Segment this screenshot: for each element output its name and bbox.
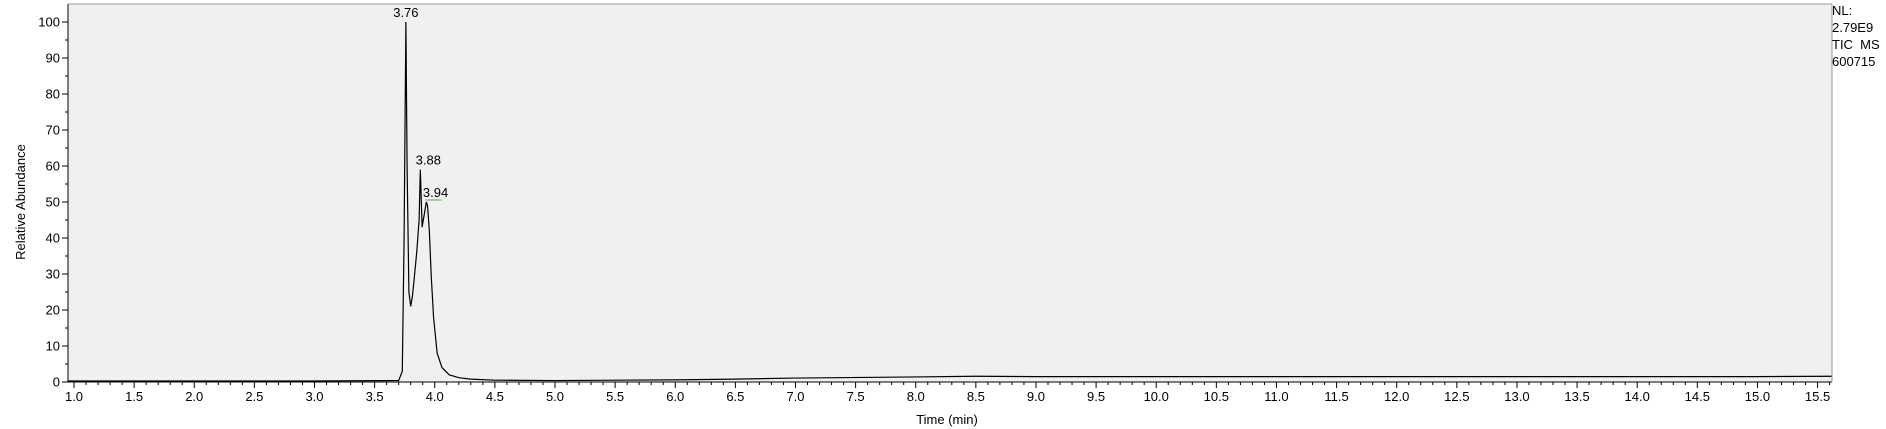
peak-label: 3.88 xyxy=(416,153,441,168)
x-tick-label: 5.5 xyxy=(606,389,624,404)
x-tick-label: 8.0 xyxy=(907,389,925,404)
x-tick-label: 6.0 xyxy=(666,389,684,404)
normalization-level-value: 2.79E9 xyxy=(1832,20,1874,35)
x-tick-label: 11.5 xyxy=(1324,389,1348,404)
sample-id-label: 600715 xyxy=(1832,54,1876,69)
x-tick-label: 3.0 xyxy=(305,389,323,404)
y-tick-label: 20 xyxy=(46,303,60,318)
x-tick-label: 2.0 xyxy=(185,389,203,404)
x-tick-label: 15.5 xyxy=(1805,389,1830,404)
x-tick-label: 13.5 xyxy=(1564,389,1589,404)
x-tick-label: 7.5 xyxy=(847,389,865,404)
y-tick-label: 60 xyxy=(46,159,60,174)
x-tick-label: 10.5 xyxy=(1204,389,1229,404)
x-tick-label: 7.0 xyxy=(786,389,804,404)
peak-label: 3.94 xyxy=(423,185,448,200)
x-tick-label: 12.5 xyxy=(1444,389,1469,404)
x-ticks: 1.0 1.5 2.0 2.5 3.0 3.5 4.0 4.5 5.0 5.5 6.0 6.5 7.0 7… xyxy=(65,382,1830,404)
y-tick-label: 50 xyxy=(46,195,60,210)
y-tick-label: 10 xyxy=(46,339,60,354)
x-tick-label: 4.5 xyxy=(486,389,504,404)
x-tick-label: 10.0 xyxy=(1144,389,1169,404)
x-tick-label: 14.5 xyxy=(1685,389,1710,404)
y-axis-label: Relative Abundance xyxy=(13,144,28,260)
x-tick-label: 2.5 xyxy=(245,389,263,404)
x-tick-label: 15.0 xyxy=(1745,389,1770,404)
peak-label: 3.76 xyxy=(393,5,418,20)
normalization-level-label: NL: xyxy=(1832,3,1853,18)
x-tick-label: 5.0 xyxy=(546,389,564,404)
y-tick-label: 70 xyxy=(46,123,60,138)
x-tick-label: 12.0 xyxy=(1384,389,1409,404)
scan-filter-label: TIC MS xyxy=(1832,37,1880,52)
x-tick-label: 11.0 xyxy=(1264,389,1288,404)
y-tick-label: 100 xyxy=(38,15,60,30)
y-tick-label: 90 xyxy=(46,51,60,66)
x-tick-label: 4.0 xyxy=(426,389,444,404)
x-tick-label: 14.0 xyxy=(1625,389,1650,404)
y-ticks: 0 10 20 30 40 50 60 70 80 90 100 xyxy=(38,15,68,390)
y-tick-label: 40 xyxy=(46,231,60,246)
x-tick-label: 1.0 xyxy=(65,389,83,404)
x-tick-label: 9.0 xyxy=(1027,389,1045,404)
peak-labels: 3.76 3.88 3.94 xyxy=(393,5,448,201)
x-axis-label: Time (min) xyxy=(916,412,978,427)
x-tick-label: 8.5 xyxy=(967,389,985,404)
y-tick-label: 80 xyxy=(46,87,60,102)
tic-trace-line xyxy=(68,21,1833,382)
x-tick-label: 13.0 xyxy=(1504,389,1529,404)
plot-area xyxy=(68,4,1832,382)
x-tick-label: 9.5 xyxy=(1087,389,1105,404)
x-tick-label: 3.5 xyxy=(366,389,384,404)
x-tick-label: 1.5 xyxy=(125,389,143,404)
x-tick-label: 6.5 xyxy=(726,389,744,404)
y-tick-label: 0 xyxy=(53,375,60,390)
y-tick-label: 30 xyxy=(46,267,60,282)
